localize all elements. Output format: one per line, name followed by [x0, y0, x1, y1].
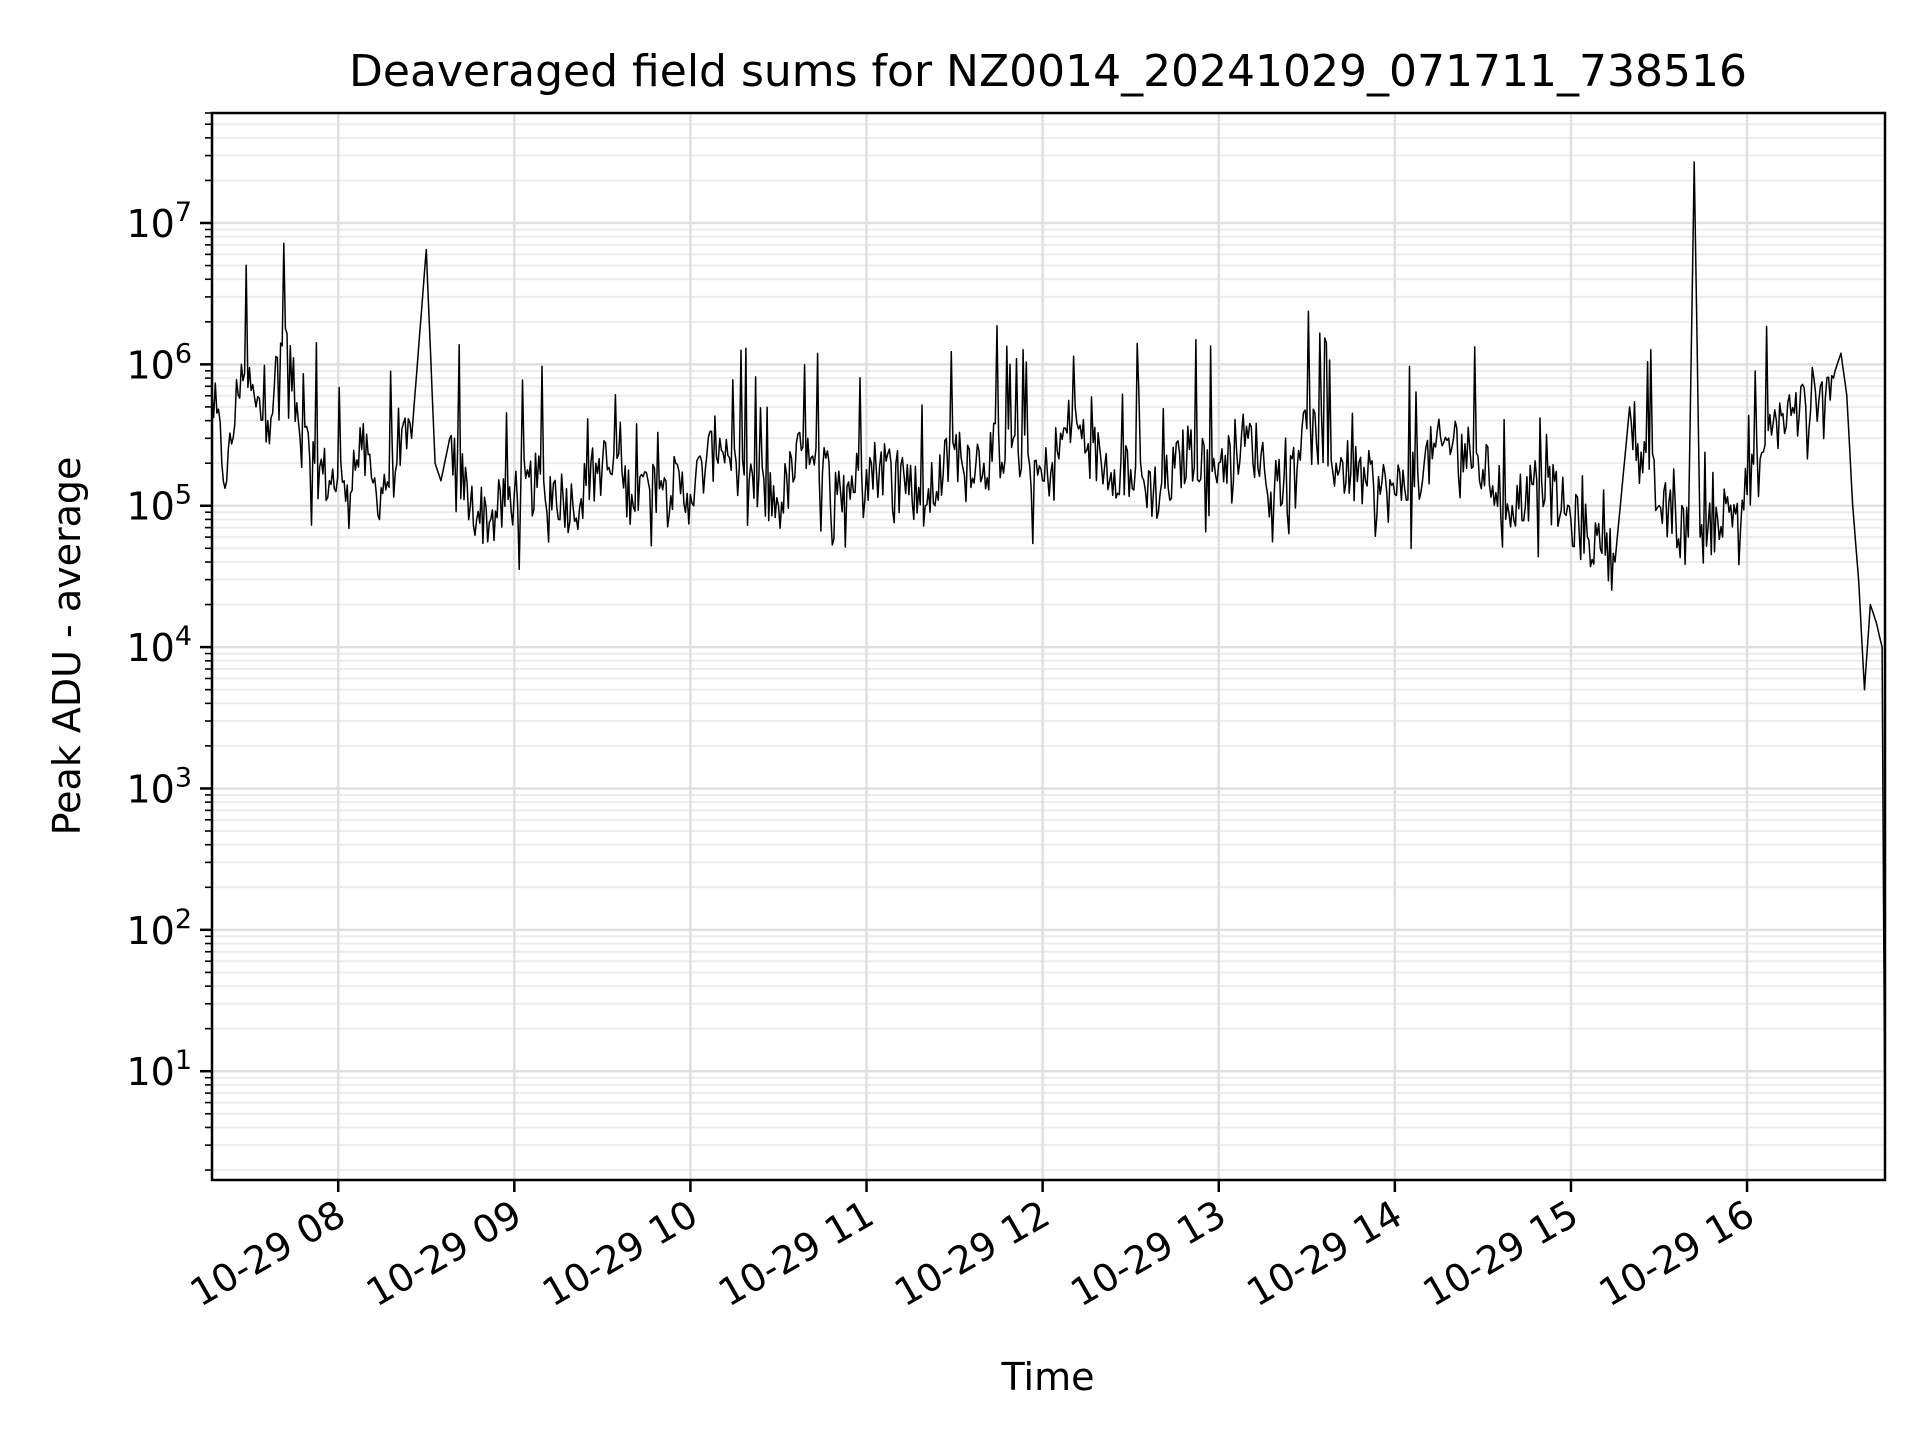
y-tick-label-base: 10: [126, 202, 174, 246]
x-tick-label: 10-29 15: [1415, 1192, 1585, 1316]
grid-layer: [212, 112, 1885, 1180]
y-tick-label-exponent: 2: [175, 904, 192, 935]
y-tick-label-base: 10: [126, 485, 174, 529]
y-tick-label: 106: [126, 338, 192, 387]
x-tick-label: 10-29 14: [1239, 1192, 1409, 1316]
y-tick-label-exponent: 7: [175, 197, 192, 228]
chart-title: Deaveraged field sums for NZ0014_2024102…: [349, 46, 1747, 97]
x-tick-label: 10-29 08: [183, 1192, 353, 1316]
y-tick-label: 105: [126, 480, 192, 529]
y-tick-label: 107: [126, 197, 192, 246]
y-tick-label: 104: [126, 621, 192, 670]
x-axis-label: Time: [1001, 1355, 1095, 1399]
series-layer: [211, 161, 1886, 1146]
x-tick-label: 10-29 09: [359, 1192, 529, 1316]
y-tick-label: 102: [126, 904, 192, 953]
y-tick-label-exponent: 5: [175, 480, 192, 511]
x-tick-label: 10-29 16: [1592, 1192, 1762, 1316]
x-tick-label: 10-29 11: [711, 1192, 881, 1316]
x-tick-label: 10-29 12: [887, 1192, 1057, 1316]
x-tick-label: 10-29 10: [535, 1192, 705, 1316]
x-tick-label: 10-29 13: [1063, 1192, 1233, 1316]
y-tick-label: 101: [126, 1045, 192, 1094]
y-tick-label-base: 10: [126, 626, 174, 670]
y-tick-label-base: 10: [126, 343, 174, 387]
series-line: [211, 161, 1886, 1146]
y-tick-label-exponent: 6: [175, 338, 192, 369]
y-tick-label-base: 10: [126, 767, 174, 811]
y-tick-label-exponent: 3: [175, 762, 192, 793]
y-tick-label-exponent: 1: [175, 1045, 192, 1076]
y-tick-label-base: 10: [126, 1050, 174, 1094]
plot-frame: [210, 111, 1887, 1182]
y-tick-label: 103: [126, 762, 192, 811]
y-tick-label-base: 10: [126, 909, 174, 953]
y-axis-label: Peak ADU - average: [45, 457, 89, 836]
y-tick-label-exponent: 4: [175, 621, 192, 652]
